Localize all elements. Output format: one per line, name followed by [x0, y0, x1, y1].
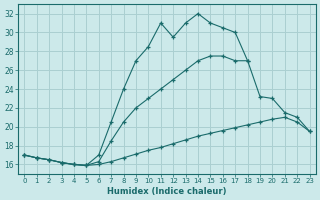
X-axis label: Humidex (Indice chaleur): Humidex (Indice chaleur)	[107, 187, 227, 196]
